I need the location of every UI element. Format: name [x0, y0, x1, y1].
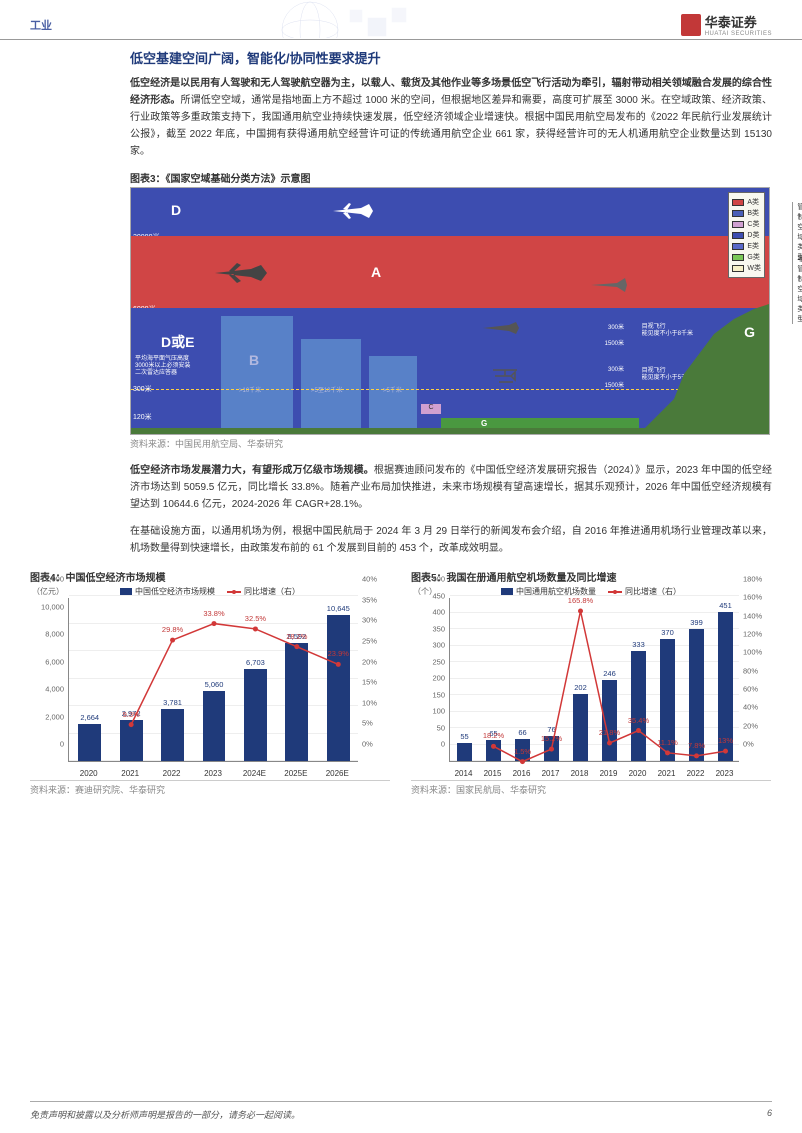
footer-disclaimer: 免责声明和披露以及分析师声明是报告的一部分，请务必一起阅读。: [30, 1108, 300, 1121]
fig5-source: 资料来源：国家民航局、华泰研究: [411, 783, 772, 796]
legend-line-swatch: [608, 591, 622, 593]
fig5-plot: 556518.2%661.5%7615.2%202165.8%24621.8%3…: [449, 598, 739, 762]
header-decoration: [250, 0, 450, 38]
company-logo: 华泰证券 HUATAI SECURITIES: [681, 12, 772, 37]
fig3-source: 资料来源：中国民用航空局、华泰研究: [130, 437, 772, 450]
fig3-pressure-note: 平均海平面气压高度 3000米以上必须安装 二次雷达应答器: [135, 356, 215, 378]
fig4-chart: （亿元） 中国低空经济市场规模 同比增速（右） 02,0004,0006,000…: [30, 586, 390, 781]
aircraft-icon: [331, 202, 375, 220]
fig3-zone-b3: >5千米: [369, 356, 417, 434]
company-name-en: HUATAI SECURITIES: [705, 31, 772, 37]
fig3-zone-c: C: [421, 404, 441, 414]
aircraft-icon: [481, 320, 521, 336]
fig3-zone-b2: >5至10千米: [301, 339, 361, 434]
fig5-column: 图表5：我国在册通用航空机场数量及同比增速 （个） 中国通用航空机场数量 同比增…: [411, 567, 772, 796]
fig4-yaxis: 02,0004,0006,0008,00010,00012,000: [30, 598, 66, 762]
fig3-zone-a: A: [131, 236, 769, 308]
fig4-label: 图表4：中国低空经济市场规模: [30, 569, 391, 584]
fig4-source: 资料来源：赛迪研究院、华泰研究: [30, 783, 391, 796]
fig5-yaxis: 050100150200250300350400450500: [411, 598, 447, 762]
fig4-yaxis2: 0%5%10%15%20%25%30%35%40%: [360, 598, 390, 762]
fig5-label: 图表5：我国在册通用航空机场数量及同比增速: [411, 569, 772, 584]
section-title: 低空基建空间广阔，智能化/协同性要求提升: [130, 48, 772, 67]
fig3-airspace-diagram: D 20000米 A 6000米 D或E 平均海平面气压高度 3000米以上必须…: [130, 187, 770, 435]
legend-line-swatch: [227, 591, 241, 593]
jet-icon: [589, 276, 629, 294]
aircraft-icon: [211, 262, 269, 284]
fig3-ground: [131, 428, 769, 434]
page-footer: 免责声明和披露以及分析师声明是报告的一部分，请务必一起阅读。 6: [30, 1101, 772, 1121]
fig3-zone-b1: B >10千米: [221, 316, 293, 434]
paragraph-2: 低空经济市场发展潜力大，有望形成万亿级市场规模。根据赛迪顾问发布的《中国低空经济…: [130, 462, 772, 513]
fig3-zone-d-top: D: [131, 188, 769, 236]
fig3-legend: A类B类C类D类E类管制空域类型G类W类非管制空域类型: [728, 192, 765, 278]
fig3-alt-120: 120米: [133, 412, 152, 422]
paragraph-3: 在基础设施方面，以通用机场为例，根据中国民航局于 2024 年 3 月 29 日…: [130, 523, 772, 557]
company-name-cn: 华泰证券: [705, 12, 772, 31]
page-header: 工业 华泰证券 HUATAI SECURITIES: [0, 0, 802, 40]
fig3-mountain: G: [639, 304, 769, 434]
para2-lead: 低空经济市场发展潜力大，有望形成万亿级市场规模。: [130, 465, 374, 476]
fig3-alt-300: 300米: [133, 384, 152, 394]
helicopter-icon: [491, 366, 521, 384]
footer-page-number: 6: [767, 1108, 772, 1121]
fig3-label: 图表3：《国家空域基础分类方法》示意图: [130, 170, 772, 185]
fig4-column: 图表4：中国低空经济市场规模 （亿元） 中国低空经济市场规模 同比增速（右） 0…: [30, 567, 391, 796]
fig5-chart: （个） 中国通用航空机场数量 同比增速（右） 05010015020025030…: [411, 586, 771, 781]
header-category: 工业: [30, 17, 52, 33]
fig3-zone-g-strip: G: [441, 418, 639, 428]
fig4-yunit: （亿元）: [32, 586, 64, 597]
paragraph-1: 低空经济是以民用有人驾驶和无人驾驶航空器为主，以载人、载货及其他作业等多场景低空…: [130, 75, 772, 160]
fig5-yaxis2: 0%20%40%60%80%100%120%140%160%180%: [741, 598, 771, 762]
fig4-plot: 2,6642,9729.3%3,78129.8%5,06033.8%6,7033…: [68, 598, 358, 762]
main-content: 低空基建空间广阔，智能化/协同性要求提升 低空经济是以民用有人驾驶和无人驾驶航空…: [0, 40, 802, 557]
logo-icon: [681, 14, 701, 36]
charts-row: 图表4：中国低空经济市场规模 （亿元） 中国低空经济市场规模 同比增速（右） 0…: [0, 567, 802, 796]
para1-body: 所谓低空空域，通常是指地面上方不超过 1000 米的空间，但根据地区差异和需要，…: [130, 95, 772, 157]
